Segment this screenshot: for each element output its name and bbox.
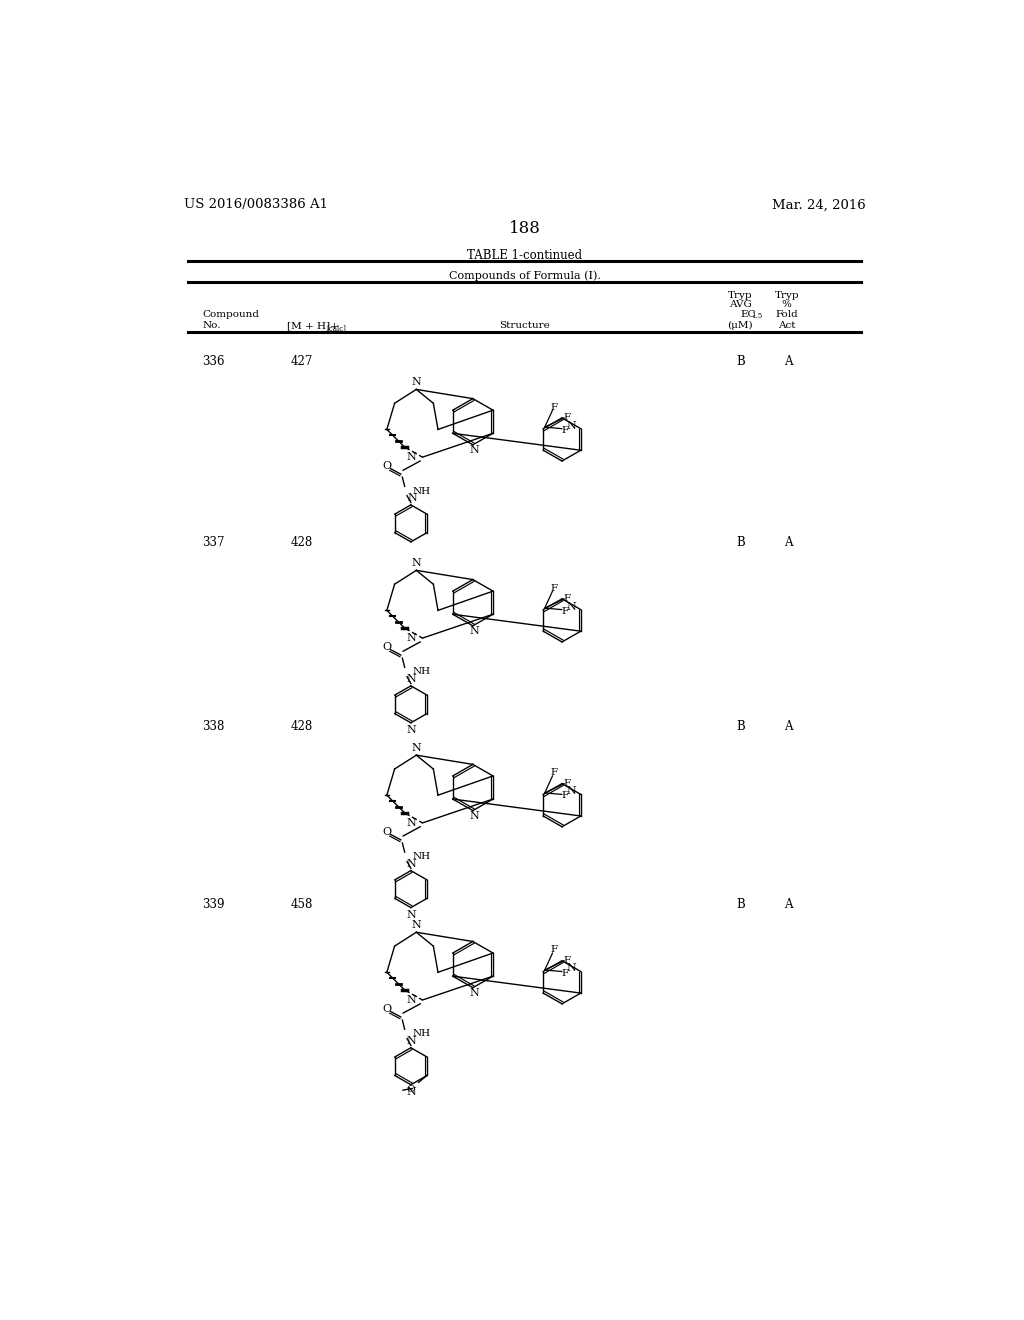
Text: Mar. 24, 2016: Mar. 24, 2016: [772, 198, 866, 211]
Text: B: B: [736, 721, 744, 734]
Text: 337: 337: [203, 536, 225, 549]
Text: N: N: [566, 602, 577, 611]
Text: F: F: [551, 945, 558, 954]
Text: B: B: [736, 355, 744, 368]
Text: B: B: [736, 898, 744, 911]
Text: F: F: [551, 768, 558, 777]
Text: N: N: [412, 558, 421, 569]
Text: N: N: [412, 920, 421, 931]
Text: [calc]: [calc]: [327, 323, 346, 331]
Text: AVG: AVG: [729, 300, 752, 309]
Text: F: F: [563, 413, 570, 422]
Text: NH: NH: [413, 1030, 430, 1039]
Text: A: A: [784, 898, 793, 911]
Text: N: N: [412, 743, 421, 754]
Text: N: N: [407, 995, 417, 1005]
Text: N: N: [412, 378, 421, 388]
Text: O: O: [382, 643, 391, 652]
Text: TABLE 1-continued: TABLE 1-continued: [467, 249, 583, 263]
Text: N: N: [566, 964, 577, 973]
Text: NH: NH: [413, 668, 430, 676]
Text: N: N: [406, 725, 416, 735]
Text: F: F: [561, 792, 568, 800]
Text: [M + H]+: [M + H]+: [287, 321, 339, 330]
Text: N: N: [407, 453, 417, 462]
Text: N: N: [566, 421, 577, 430]
Text: N: N: [566, 787, 577, 796]
Text: 1.5: 1.5: [751, 313, 762, 321]
Text: 458: 458: [291, 898, 313, 911]
Text: Compound: Compound: [203, 310, 259, 319]
Text: Tryp: Tryp: [728, 290, 753, 300]
Text: A: A: [784, 536, 793, 549]
Text: F: F: [551, 583, 558, 593]
Text: N: N: [470, 626, 479, 636]
Text: A: A: [784, 355, 793, 368]
Text: 428: 428: [291, 721, 313, 734]
Text: B: B: [736, 536, 744, 549]
Text: N: N: [406, 909, 416, 920]
Text: F: F: [563, 956, 570, 965]
Text: F: F: [563, 779, 570, 788]
Text: O: O: [382, 1005, 391, 1014]
Text: Tryp: Tryp: [774, 290, 799, 300]
Text: F: F: [561, 607, 568, 615]
Text: N: N: [470, 810, 479, 821]
Text: 338: 338: [203, 721, 225, 734]
Text: 339: 339: [203, 898, 225, 911]
Text: N: N: [407, 634, 417, 643]
Text: O: O: [407, 1085, 415, 1094]
Text: A: A: [784, 721, 793, 734]
Text: F: F: [561, 426, 568, 434]
Text: N: N: [406, 1036, 416, 1045]
Text: N: N: [470, 989, 479, 998]
Text: O: O: [382, 462, 391, 471]
Text: US 2016/0083386 A1: US 2016/0083386 A1: [183, 198, 328, 211]
Text: Structure: Structure: [500, 321, 550, 330]
Text: EC: EC: [740, 310, 756, 319]
Text: No.: No.: [203, 321, 221, 330]
Text: (μM): (μM): [727, 321, 753, 330]
Text: NH: NH: [413, 487, 430, 495]
Text: 427: 427: [291, 355, 313, 368]
Text: N: N: [407, 818, 417, 828]
Text: N: N: [406, 859, 416, 869]
Text: N: N: [408, 492, 418, 503]
Text: F: F: [551, 403, 558, 412]
Text: 428: 428: [291, 536, 313, 549]
Text: N: N: [470, 445, 479, 455]
Text: F: F: [563, 594, 570, 603]
Text: 188: 188: [509, 220, 541, 238]
Text: Act: Act: [778, 321, 796, 330]
Text: NH: NH: [413, 853, 430, 861]
Text: Compounds of Formula (I).: Compounds of Formula (I).: [449, 271, 601, 281]
Text: N: N: [406, 675, 416, 684]
Text: Fold: Fold: [775, 310, 798, 319]
Text: 336: 336: [203, 355, 225, 368]
Text: F: F: [561, 969, 568, 978]
Text: O: O: [382, 828, 391, 837]
Text: %: %: [781, 300, 792, 309]
Text: N: N: [406, 1086, 416, 1097]
